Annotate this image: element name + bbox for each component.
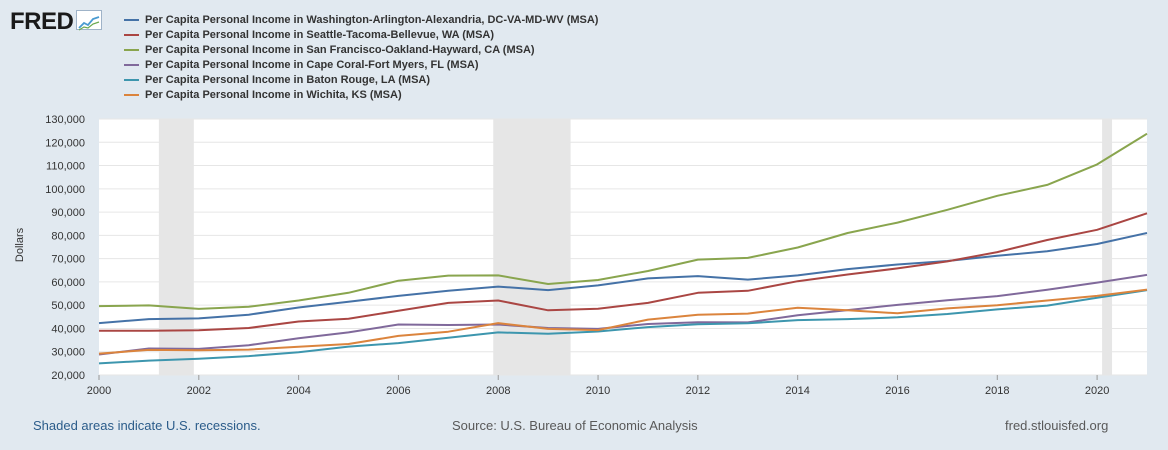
series-line bbox=[98, 273, 1148, 356]
legend-item[interactable]: Per Capita Personal Income in Washington… bbox=[124, 12, 598, 27]
y-tick-label: 100,000 bbox=[45, 184, 85, 196]
x-tick-label: 2000 bbox=[87, 385, 111, 397]
y-axis-title: Dollars bbox=[14, 227, 26, 263]
legend-item[interactable]: Per Capita Personal Income in Seattle-Ta… bbox=[124, 27, 598, 42]
recession-band bbox=[493, 119, 571, 375]
series-line bbox=[98, 289, 1148, 365]
legend-label: Per Capita Personal Income in San Franci… bbox=[145, 43, 535, 56]
fred-logo-graph-icon bbox=[76, 10, 103, 31]
legend-item[interactable]: Per Capita Personal Income in Wichita, K… bbox=[124, 87, 598, 102]
x-tick-label: 2020 bbox=[1085, 385, 1109, 397]
series-line bbox=[98, 288, 1148, 355]
legend-swatch bbox=[124, 93, 139, 96]
source-note: Source: U.S. Bureau of Economic Analysis bbox=[452, 418, 698, 433]
x-tick-label: 2014 bbox=[785, 385, 809, 397]
series-line bbox=[99, 212, 1148, 332]
legend-swatch bbox=[124, 63, 139, 66]
legend-label: Per Capita Personal Income in Wichita, K… bbox=[145, 88, 402, 101]
y-tick-label: 70,000 bbox=[51, 254, 85, 266]
y-tick-label: 80,000 bbox=[51, 230, 85, 242]
legend-item[interactable]: Per Capita Personal Income in Baton Roug… bbox=[124, 72, 598, 87]
y-tick-label: 120,000 bbox=[45, 137, 85, 149]
recession-band bbox=[158, 119, 194, 375]
recession-band bbox=[1102, 119, 1113, 375]
y-tick-label: 90,000 bbox=[51, 207, 85, 219]
legend-label: Per Capita Personal Income in Cape Coral… bbox=[145, 58, 479, 71]
site-link[interactable]: fred.stlouisfed.org bbox=[1005, 418, 1109, 433]
legend-swatch bbox=[124, 48, 139, 51]
legend-swatch bbox=[124, 33, 139, 36]
plot-area bbox=[99, 119, 1147, 375]
y-tick-label: 30,000 bbox=[51, 347, 85, 359]
fred-logo-text: FRED bbox=[10, 8, 74, 35]
chart-legend: Per Capita Personal Income in Washington… bbox=[124, 12, 598, 102]
y-tick-label: 110,000 bbox=[46, 161, 85, 173]
series-line bbox=[98, 232, 1148, 325]
x-tick-label: 2008 bbox=[486, 385, 510, 397]
legend-item[interactable]: Per Capita Personal Income in Cape Coral… bbox=[124, 57, 598, 72]
legend-item[interactable]: Per Capita Personal Income in San Franci… bbox=[124, 42, 598, 57]
y-tick-label: 60,000 bbox=[51, 277, 85, 289]
x-tick-label: 2004 bbox=[286, 385, 310, 397]
x-tick-label: 2010 bbox=[586, 385, 610, 397]
legend-swatch bbox=[124, 78, 139, 81]
legend-label: Per Capita Personal Income in Baton Roug… bbox=[145, 73, 431, 86]
series-line bbox=[98, 132, 1148, 310]
y-tick-label: 50,000 bbox=[51, 300, 85, 312]
y-tick-label: 40,000 bbox=[51, 323, 85, 335]
recession-note-link[interactable]: Shaded areas indicate U.S. recessions. bbox=[33, 418, 261, 433]
x-tick-label: 2016 bbox=[885, 385, 909, 397]
legend-label: Per Capita Personal Income in Washington… bbox=[145, 13, 599, 26]
legend-swatch bbox=[124, 18, 139, 21]
x-tick-label: 2006 bbox=[386, 385, 410, 397]
x-tick-label: 2012 bbox=[686, 385, 710, 397]
y-tick-label: 20,000 bbox=[51, 370, 85, 382]
y-tick-label: 130,000 bbox=[45, 114, 85, 126]
x-tick-label: 2018 bbox=[985, 385, 1009, 397]
x-tick-label: 2002 bbox=[187, 385, 211, 397]
fred-logo[interactable]: FRED bbox=[10, 8, 103, 36]
legend-label: Per Capita Personal Income in Seattle-Ta… bbox=[145, 28, 495, 41]
